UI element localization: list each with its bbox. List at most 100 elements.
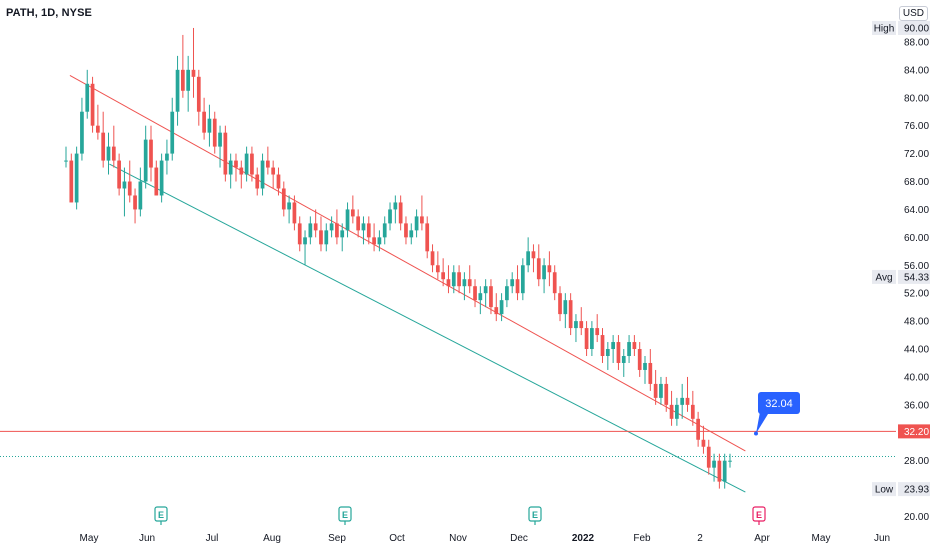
candle <box>473 279 477 308</box>
candle-body <box>611 342 615 350</box>
candle-body <box>101 132 106 161</box>
avg-tag-label-bg <box>872 269 896 284</box>
candle-body <box>563 300 568 315</box>
candle-body <box>473 286 477 301</box>
earnings-marker-label: E <box>158 510 164 520</box>
y-tick-label: 20.00 <box>904 512 929 523</box>
candle-body <box>584 328 589 350</box>
avg-tag-value-bg <box>898 269 930 284</box>
candle-body <box>706 446 711 468</box>
candle <box>90 76 95 133</box>
earnings-marker[interactable]: E <box>528 506 542 525</box>
candle <box>558 286 562 322</box>
candle-body <box>356 216 361 231</box>
candle <box>335 209 339 245</box>
candle-body <box>510 279 515 287</box>
candle <box>574 314 578 343</box>
candle <box>451 265 456 294</box>
channel-upper-line <box>69 74 746 452</box>
candle-body <box>260 160 265 189</box>
candle-body <box>653 383 658 398</box>
candle-body <box>579 321 584 329</box>
candle <box>441 258 446 287</box>
candle-body <box>547 265 552 273</box>
y-tick-label: 72.00 <box>904 149 929 160</box>
candle-body <box>728 460 732 462</box>
y-tick-label: 80.00 <box>904 93 929 104</box>
candle <box>138 167 143 217</box>
candle-body <box>388 209 392 224</box>
candle <box>340 223 345 252</box>
low-tag: Low 23.93 <box>872 482 930 497</box>
candle <box>186 55 191 112</box>
candle-body <box>122 181 127 189</box>
candle <box>483 279 488 308</box>
candle <box>101 111 106 168</box>
x-tick-label: Aug <box>263 533 281 544</box>
y-tick-label: 60.00 <box>904 233 929 244</box>
earnings-marker[interactable]: E <box>154 506 168 525</box>
y-tick-label: 84.00 <box>904 65 929 76</box>
earnings-marker[interactable]: E <box>338 506 352 525</box>
candle-body <box>393 202 398 210</box>
symbol-title: PATH, 1D, NYSE <box>6 7 92 19</box>
candle-body <box>451 272 456 287</box>
candle <box>595 314 600 343</box>
candle-body <box>600 335 605 356</box>
y-tick-label: 56.00 <box>904 261 929 272</box>
candle <box>414 209 419 238</box>
candle <box>409 223 414 245</box>
candle <box>653 369 658 405</box>
x-tick-label: Apr <box>754 533 770 544</box>
candle <box>223 125 228 182</box>
channel-lower-line <box>109 163 746 493</box>
candle-body <box>398 202 403 224</box>
candle <box>202 97 206 140</box>
candle <box>80 97 84 161</box>
candle-body <box>159 160 164 196</box>
candle <box>324 223 329 252</box>
y-tick-label: 76.00 <box>904 121 929 132</box>
candle <box>143 125 148 189</box>
candle <box>457 265 461 294</box>
avg-tag-label: Avg <box>875 272 892 283</box>
candle <box>106 132 111 175</box>
candle <box>632 335 637 356</box>
currency-button[interactable]: USD <box>898 6 928 21</box>
earnings-marker-label: E <box>342 510 348 520</box>
candle <box>228 153 233 189</box>
candle <box>319 216 323 252</box>
candle-body <box>722 460 727 482</box>
candle-body <box>196 76 201 112</box>
candle <box>276 167 281 196</box>
y-tick-label: 88.00 <box>904 37 929 48</box>
candle <box>643 356 647 384</box>
candle <box>547 251 552 287</box>
y-tick-label: 52.00 <box>904 289 929 300</box>
candle <box>435 251 440 280</box>
candle-body <box>499 300 504 315</box>
candle <box>218 125 222 168</box>
low-tag-label: Low <box>875 485 894 496</box>
candle-body <box>574 321 578 329</box>
candle <box>149 125 153 182</box>
candle-body <box>515 279 520 294</box>
candle <box>526 237 531 273</box>
candle-body <box>605 349 610 356</box>
candle <box>478 286 483 315</box>
candle <box>74 146 79 210</box>
candle-body <box>536 258 541 280</box>
candle-body <box>329 223 334 231</box>
candle <box>329 216 334 238</box>
candle-body <box>165 153 169 161</box>
candle <box>281 181 286 217</box>
high-tag-value-bg <box>898 20 930 35</box>
earnings-marker[interactable]: E <box>752 506 766 525</box>
candle-body <box>690 404 695 419</box>
candle-body <box>292 202 297 224</box>
candle <box>356 209 361 238</box>
candle-body <box>90 83 95 126</box>
candle <box>425 216 430 259</box>
